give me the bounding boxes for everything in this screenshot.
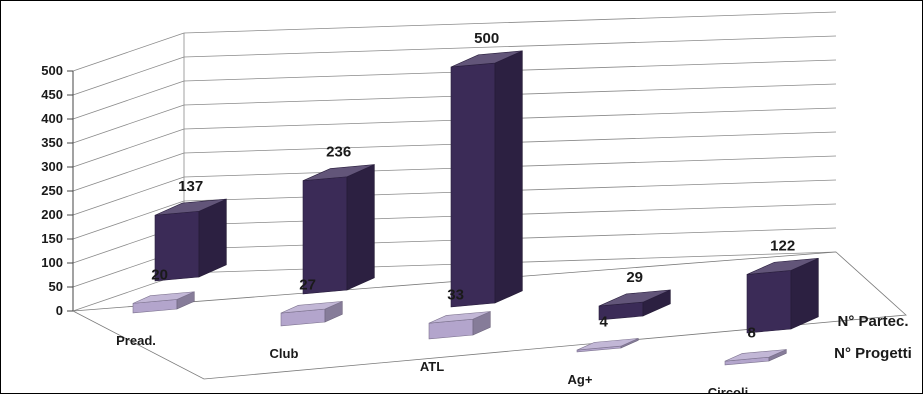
y-tick-label-500: 500 [41,63,63,78]
y-tick-label-450: 450 [41,87,63,102]
y-tick-label-150: 150 [41,231,63,246]
y-tick-label-200: 200 [41,207,63,222]
y-tick-label-0: 0 [56,303,63,318]
data-label-n-partec-ag: 29 [626,269,643,286]
data-label-n-progetti-ag: 4 [599,313,608,330]
gridline-side-300 [72,128,185,168]
labels: 137 236 500 29 122 20 27 33 4 8 Pread. Club ATL Ag+ Ci… [116,30,912,393]
bar-n-partec-club-side [346,164,375,291]
bar-n-partec-pread-top [154,198,227,216]
bar-n-progetti-circoli [724,349,787,366]
bar-n-progetti-club [280,300,343,327]
bar-n-progetti-club-top [280,301,343,314]
data-label-n-progetti-pread: 20 [151,267,168,284]
bar-n-progetti-atl-top [428,311,491,324]
data-label-n-progetti-circoli: 8 [747,325,755,342]
category-label-circoli: Circoli [708,385,748,393]
bar-n-partec-club [302,164,375,295]
bar-n-progetti-ag-top [576,338,639,351]
bar-n-partec-atl-side [494,50,523,304]
bar-n-partec-ag [598,289,671,321]
y-axis: 0 50 100 150 200 250 300 350 400 450 500 [41,63,73,318]
bar-n-progetti-pread-top [132,291,195,304]
gridline-back-500 [183,11,837,34]
bar-n-progetti-pread [132,291,195,314]
category-label-ag: Ag+ [568,372,593,387]
bar-n-partec-atl-front [450,62,496,308]
floor [71,251,907,380]
bar-n-partec-atl-top [450,50,523,68]
data-label-n-partec-club: 236 [326,144,351,161]
bar-n-partec-ag-top [598,289,671,307]
category-label-club: Club [270,346,299,361]
series-label-n-partec: N° Partec. [837,313,908,330]
y-tick-label-400: 400 [41,111,63,126]
bar-n-partec-atl [450,50,523,308]
gridline-side-250 [72,152,185,192]
gridline-back-450 [183,35,837,58]
bar-n-partec-pread-side [198,198,227,278]
gridline-side-150 [72,200,185,240]
data-label-n-partec-atl: 500 [474,30,499,47]
bar-n-progetti-atl [428,311,491,340]
bar-n-partec-club-top [302,164,375,181]
data-label-n-partec-pread: 137 [178,178,203,195]
category-label-pread: Pread. [116,333,156,348]
y-tick-label-250: 250 [41,183,63,198]
bar-n-partec-pread [154,198,227,282]
gridline-side-400 [72,80,185,120]
data-label-n-progetti-atl: 33 [447,287,464,304]
category-label-atl: ATL [420,359,444,374]
bar-n-partec-circoli [746,257,819,334]
y-tick-label-100: 100 [41,255,63,270]
bar-n-progetti-circoli-top [724,349,787,362]
bar-n-partec-circoli-top [746,258,819,275]
series-partec-bars [154,50,819,334]
y-tick-label-300: 300 [41,159,63,174]
y-tick-label-50: 50 [49,279,63,294]
series-label-n-progetti: N° Progetti [834,345,912,362]
bar-n-progetti-ag [576,337,639,353]
series-progetti-bars [132,291,787,366]
data-label-n-partec-circoli: 122 [770,237,795,254]
y-tick-label-350: 350 [41,135,63,150]
gridline-side-350 [72,104,185,144]
gridline-side-500 [72,32,185,72]
data-label-n-progetti-club: 27 [299,276,316,293]
gridline-side-450 [72,56,185,96]
gridline-side-200 [72,176,185,216]
